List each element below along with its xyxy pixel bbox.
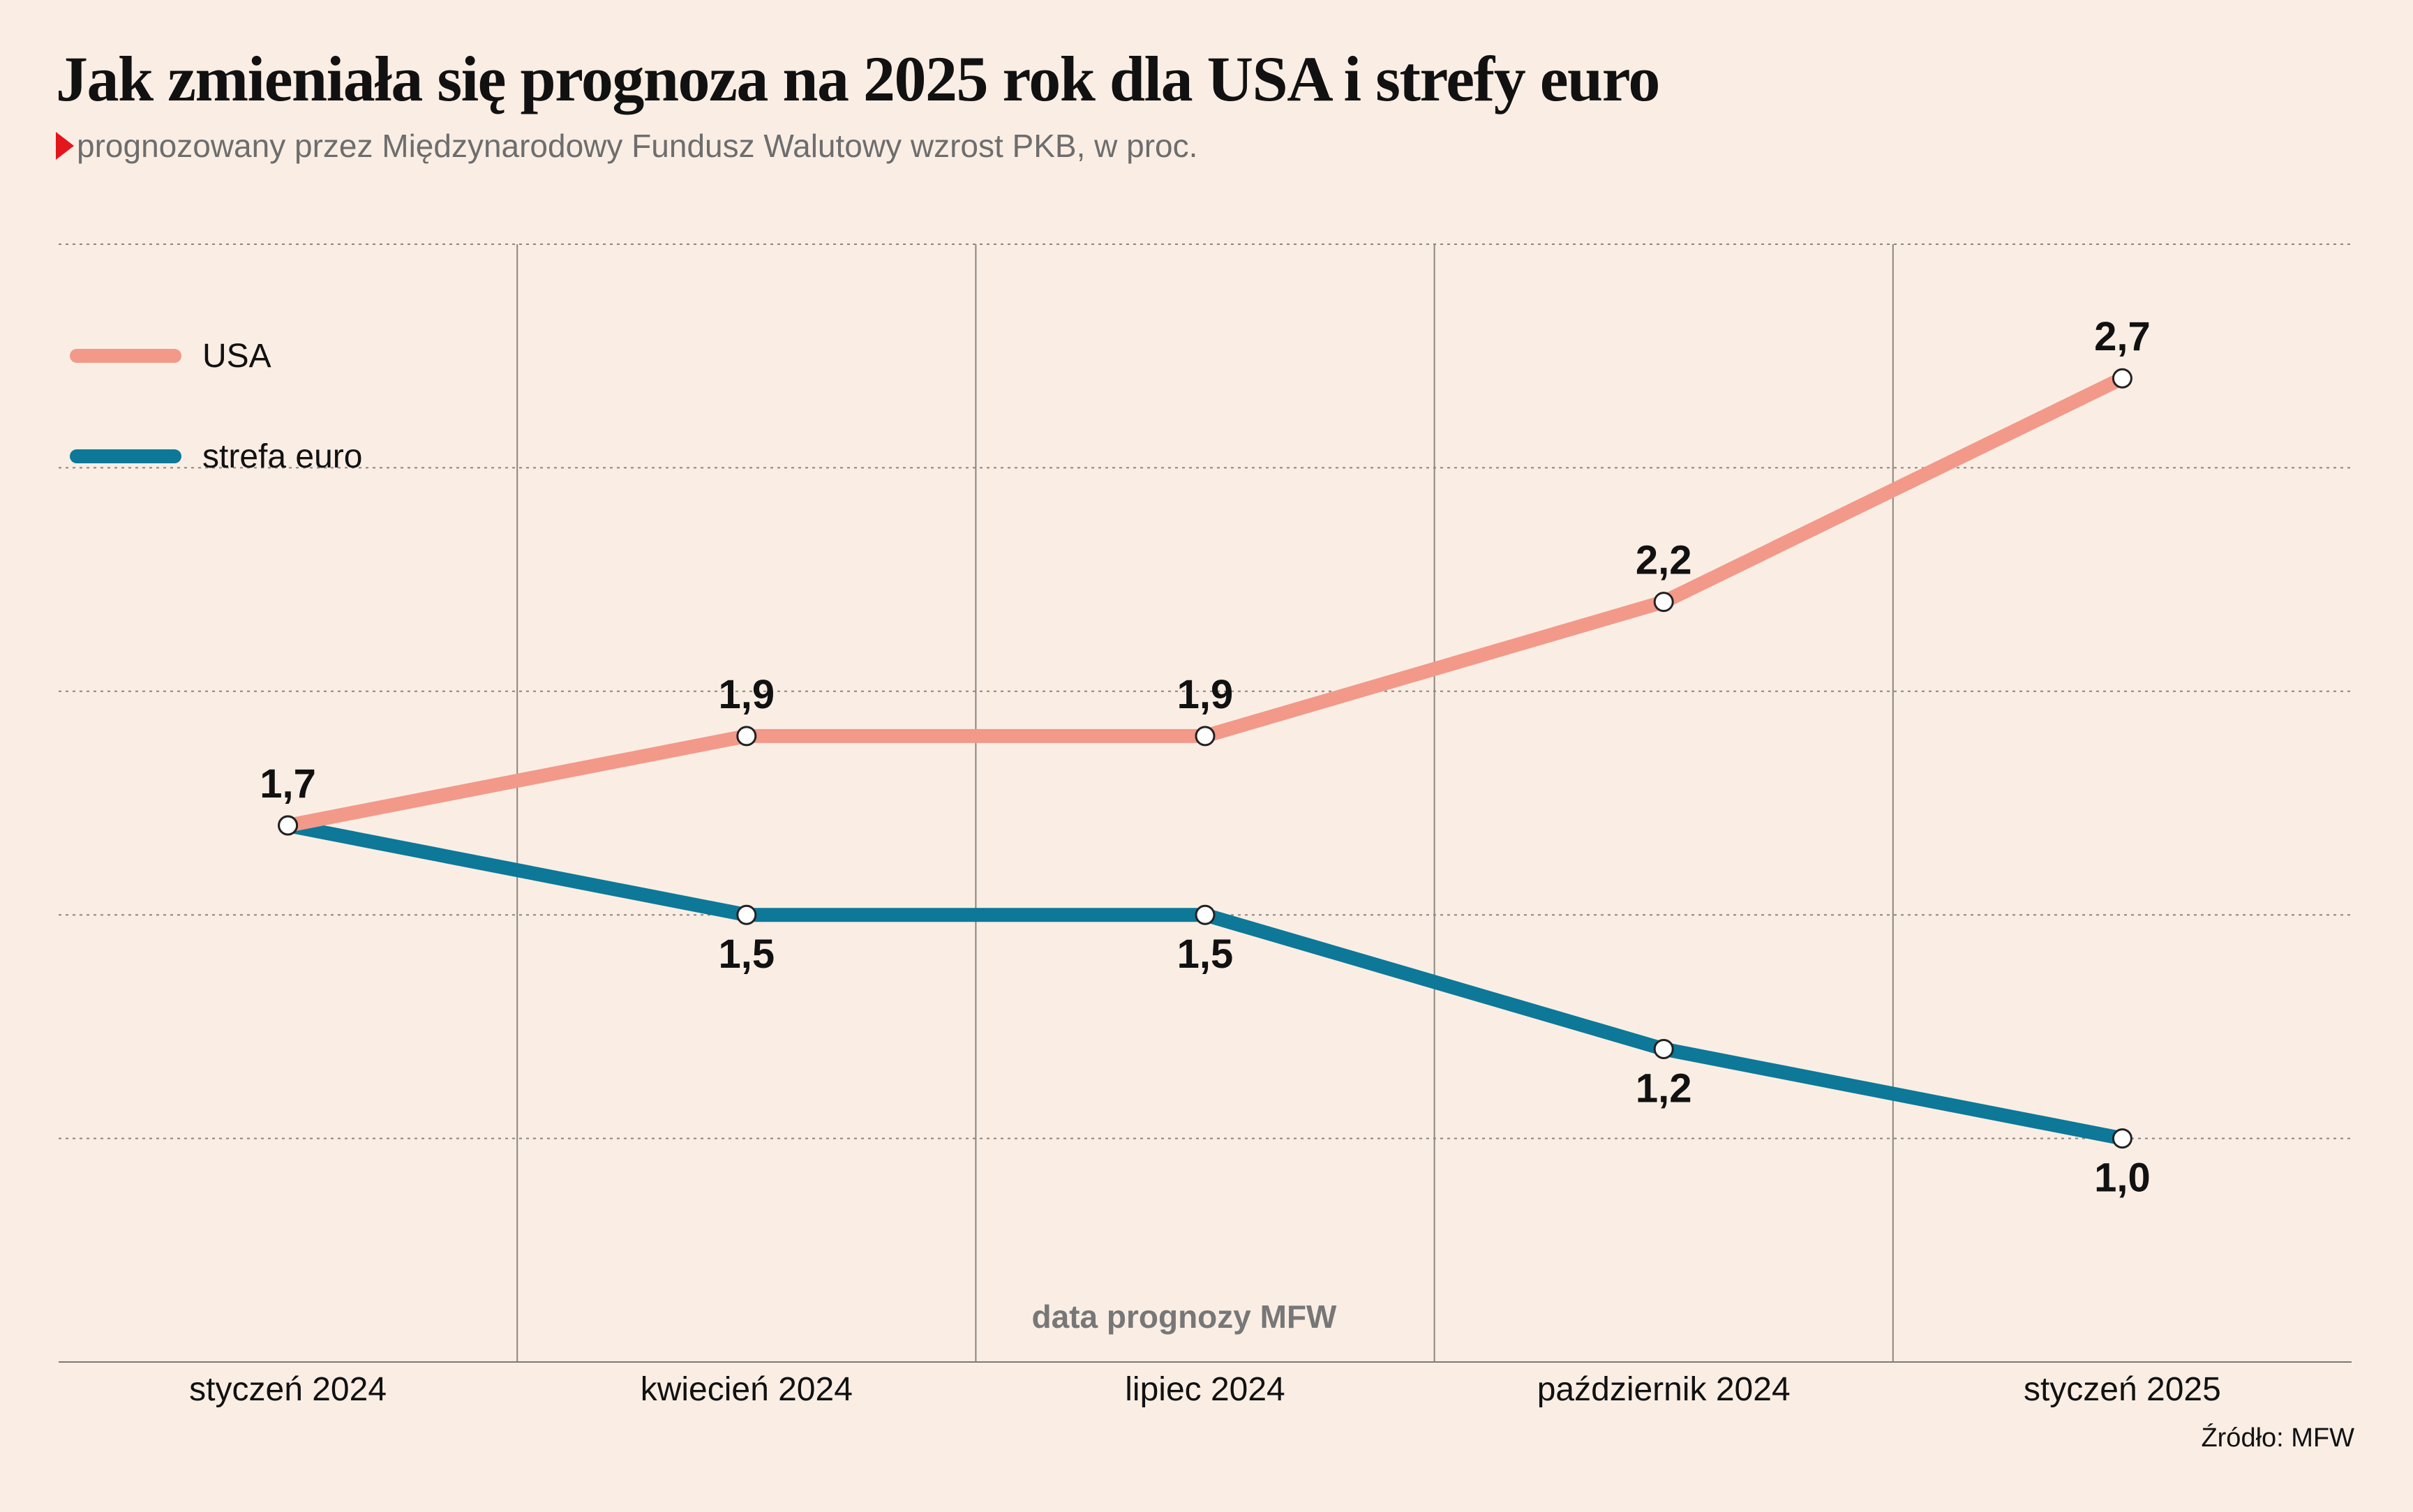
data-label-usa: 1,9 bbox=[718, 672, 775, 717]
data-label-usa: 2,2 bbox=[1636, 538, 1692, 583]
data-point-usa bbox=[278, 815, 299, 836]
legend-item-usa: USA bbox=[70, 306, 362, 406]
chart-subtitle-row: prognozowany przez Międzynarodowy Fundus… bbox=[56, 127, 1197, 165]
chart-subtitle: prognozowany przez Międzynarodowy Fundus… bbox=[77, 128, 1198, 164]
data-point-usa bbox=[1653, 592, 1674, 613]
data-point-usa bbox=[1195, 726, 1216, 747]
x-tick-label: styczeń 2025 bbox=[2024, 1371, 2221, 1408]
x-axis-title: data prognozy MFW bbox=[1032, 1298, 1338, 1335]
legend-label-euro: strefa euro bbox=[202, 437, 363, 475]
data-label-euro: 1,5 bbox=[1177, 931, 1234, 977]
data-point-euro bbox=[1195, 904, 1216, 925]
data-point-euro bbox=[736, 904, 757, 925]
data-label-euro: 1,2 bbox=[1636, 1065, 1692, 1111]
data-label-euro: 1,5 bbox=[718, 931, 775, 977]
data-point-euro bbox=[2112, 1128, 2132, 1149]
legend-item-euro: strefa euro bbox=[70, 406, 362, 507]
x-tick-label: październik 2024 bbox=[1537, 1371, 1791, 1408]
chart-legend: USA strefa euro bbox=[70, 306, 362, 507]
subtitle-arrow-icon bbox=[56, 132, 74, 160]
data-label-usa: 1,9 bbox=[1177, 672, 1234, 717]
x-tick-label: styczeń 2024 bbox=[189, 1371, 387, 1408]
source-note: Źródło: MFW bbox=[2201, 1423, 2354, 1453]
legend-swatch-euro bbox=[70, 449, 181, 463]
data-point-usa bbox=[2112, 368, 2132, 389]
data-label-usa: 1,7 bbox=[260, 761, 316, 807]
x-tick-label: kwiecień 2024 bbox=[641, 1371, 853, 1408]
x-tick-label: lipiec 2024 bbox=[1125, 1371, 1285, 1408]
data-label-euro: 1,0 bbox=[2094, 1155, 2151, 1201]
series-line-euro bbox=[281, 818, 2130, 1146]
legend-label-usa: USA bbox=[202, 337, 271, 375]
data-label-usa: 2,7 bbox=[2094, 314, 2151, 359]
legend-swatch-usa bbox=[70, 349, 181, 363]
data-point-euro bbox=[1653, 1038, 1674, 1059]
chart-title: Jak zmieniała się prognoza na 2025 rok d… bbox=[56, 43, 1660, 114]
series-line-usa bbox=[281, 371, 2130, 833]
data-point-usa bbox=[736, 726, 757, 747]
